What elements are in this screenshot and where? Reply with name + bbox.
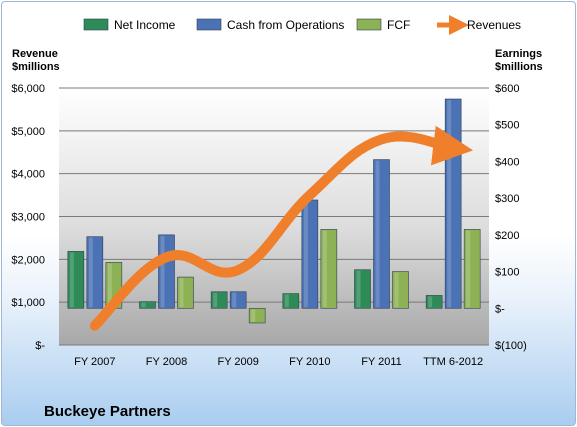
bar-highlight	[303, 200, 308, 308]
x-axis-tick-label: FY 2009	[217, 356, 258, 368]
left-axis-tick-label: $1,000	[11, 297, 45, 309]
bar-highlight	[232, 292, 237, 308]
left-axis-tick-label: $-	[35, 340, 45, 352]
right-axis-ticks: $(100) $- $100 $200 $300 $400 $500 $600	[495, 83, 527, 352]
fcf-bar	[320, 229, 338, 309]
cash-from-operations-bar	[229, 291, 247, 309]
cash-from-operations-bar	[373, 159, 390, 309]
x-axis-ticks: FY 2007 FY 2008 FY 2009 FY 2010 FY 2011 TTM 6…	[74, 356, 483, 368]
x-axis-tick-label: TTM 6-2012	[423, 356, 483, 368]
bar-highlight	[251, 309, 256, 322]
net-income-bar	[139, 301, 156, 309]
right-axis-tick-label: $500	[495, 120, 519, 132]
fcf-bar	[248, 307, 266, 324]
net-income-bar	[67, 251, 85, 309]
legend-label: Net Income	[114, 18, 176, 32]
net-income-bar	[354, 269, 371, 309]
bar-highlight	[69, 252, 74, 308]
right-axis-tick-label: $400	[495, 156, 519, 168]
right-axis-title-line1: Earnings	[495, 48, 542, 60]
revenues-line	[89, 125, 474, 331]
right-axis-tick-label: $(100)	[495, 340, 527, 352]
left-axis-tick-label: $6,000	[11, 83, 45, 95]
bar-highlight	[375, 160, 380, 308]
left-axis-tick-label: $4,000	[11, 169, 45, 181]
net-income-bar	[425, 295, 443, 309]
bar-highlight	[107, 263, 112, 308]
left-axis-tick-label: $5,000	[11, 126, 45, 138]
right-axis-tick-label: $200	[495, 230, 519, 242]
fcf-bar	[463, 229, 481, 309]
right-axis-tick-label: $600	[495, 83, 519, 95]
x-axis-tick-label: FY 2010	[289, 356, 330, 368]
bar-highlight	[88, 237, 93, 308]
left-axis-tick-label: $3,000	[11, 212, 45, 224]
fcf-bar	[177, 276, 194, 309]
x-axis-tick-label: FY 2011	[361, 356, 402, 368]
bar-highlight	[160, 235, 165, 308]
bar-highlight	[447, 100, 452, 308]
legend-swatch	[196, 18, 222, 31]
left-axis-title-line2: $millions	[12, 61, 60, 73]
net-income-bar	[210, 291, 228, 309]
bar-highlight	[356, 270, 361, 308]
legend: Net Income Cash from Operations FCF Revenue…	[83, 15, 521, 35]
gridlines	[59, 87, 489, 346]
revenue-line	[89, 125, 474, 331]
company-name: Buckeye Partners	[44, 403, 171, 420]
fcf-bar	[392, 271, 409, 309]
right-axis-tick-label: $100	[495, 267, 519, 279]
bar-highlight	[213, 292, 218, 308]
legend-label: Cash from Operations	[227, 18, 344, 32]
bar-highlight	[466, 230, 471, 308]
legend-label: FCF	[387, 18, 410, 32]
legend-swatch	[356, 18, 382, 31]
left-axis-title-line1: Revenue	[12, 48, 58, 60]
right-axis-tick-label: $300	[495, 193, 519, 205]
bar-highlight	[322, 230, 327, 308]
cash-from-operations-bar	[86, 236, 104, 309]
legend-label: Revenues	[467, 18, 521, 32]
legend-swatch	[83, 18, 109, 31]
right-axis-tick-label: $-	[495, 303, 505, 315]
bar-highlight	[179, 278, 184, 308]
bar-highlight	[141, 302, 146, 308]
x-axis-tick-label: FY 2008	[146, 356, 187, 368]
right-axis-title-line2: $millions	[495, 61, 543, 73]
bar-highlight	[284, 294, 289, 308]
left-axis-ticks: $- $1,000 $2,000 $3,000 $4,000 $5,000 $6,000	[11, 83, 45, 352]
bar-highlight	[394, 272, 399, 308]
net-income-bar	[282, 293, 300, 309]
left-axis-tick-label: $2,000	[11, 254, 45, 266]
x-axis-tick-label: FY 2007	[74, 356, 115, 368]
bar-highlight	[428, 296, 433, 308]
